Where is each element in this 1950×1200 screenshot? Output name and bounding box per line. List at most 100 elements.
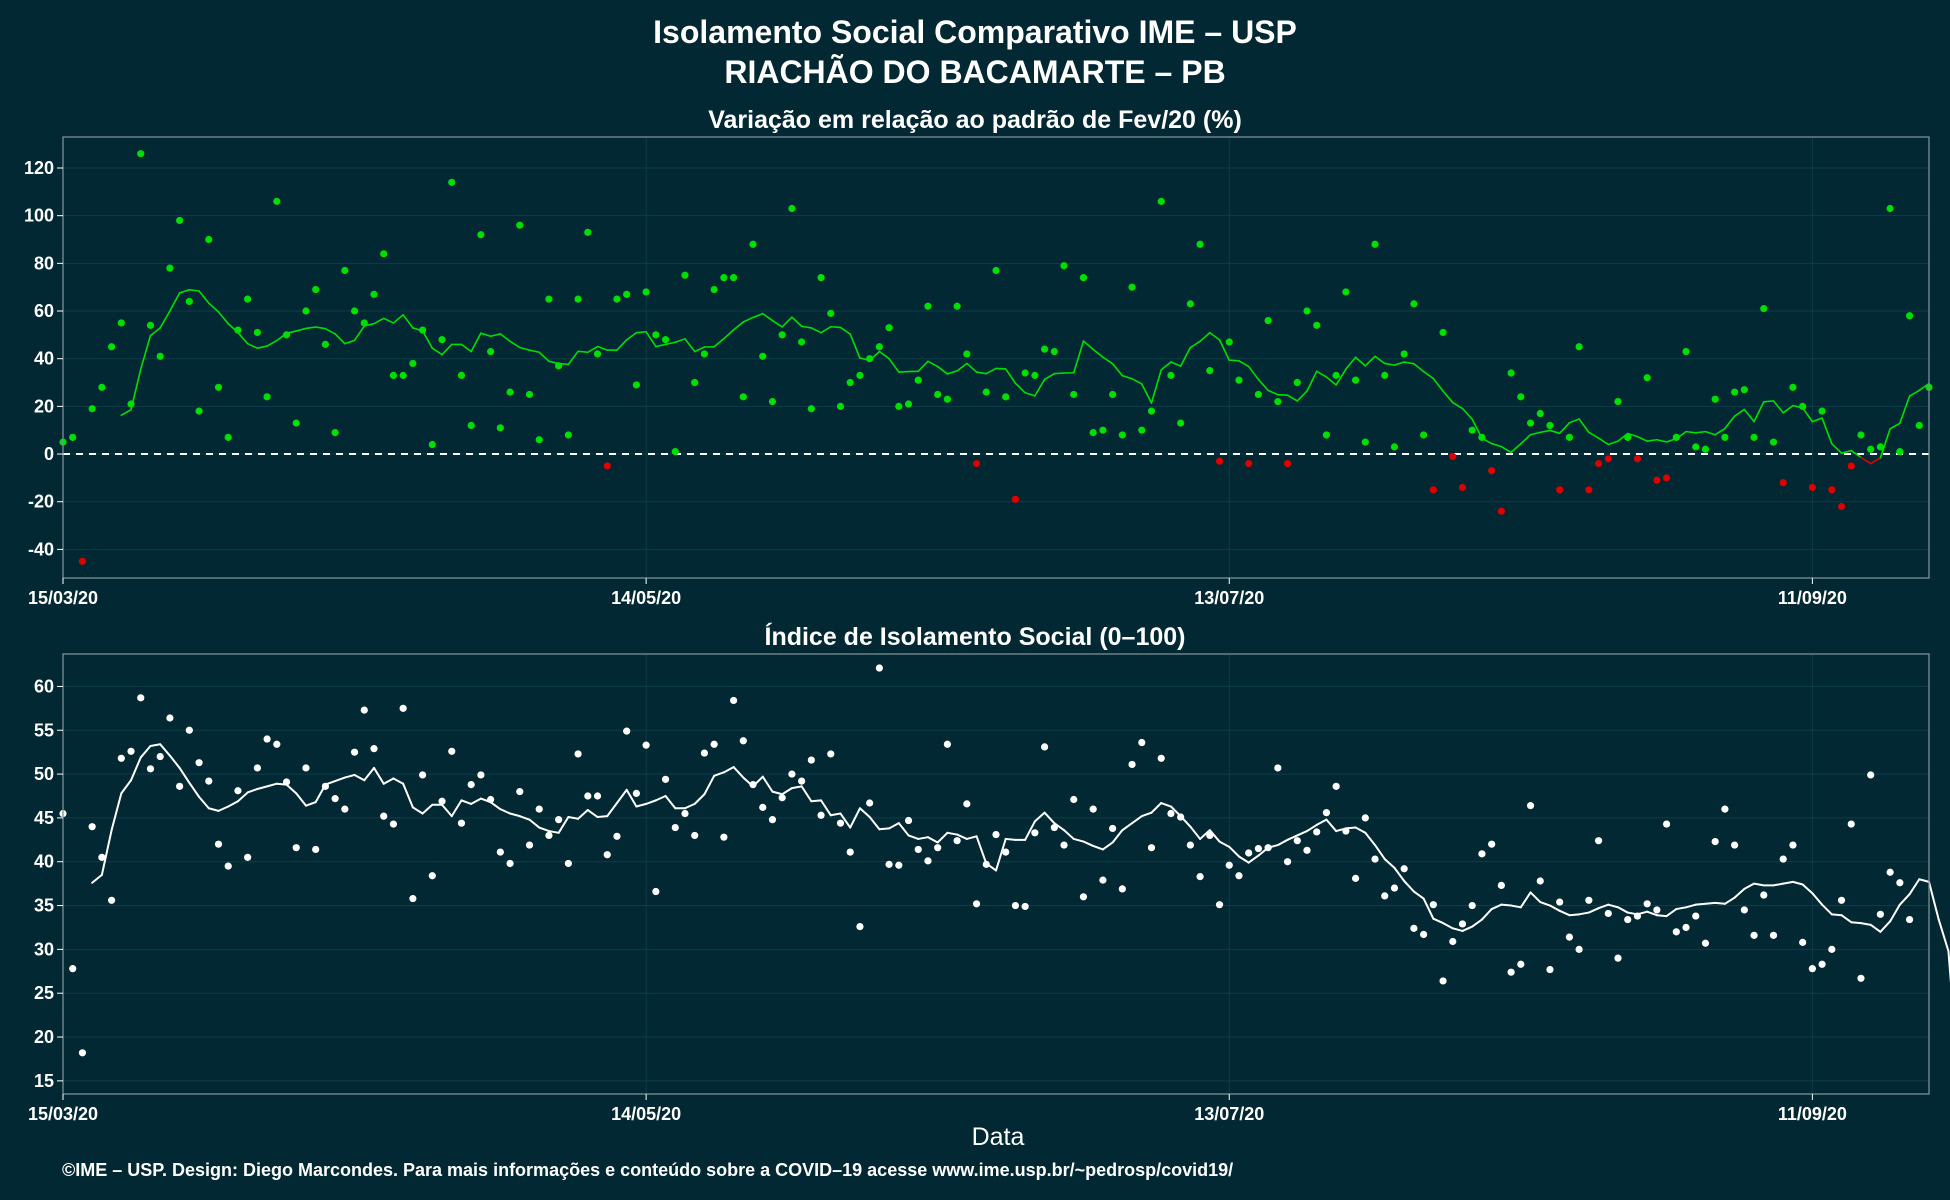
data-point [1118, 431, 1126, 439]
data-point [749, 240, 757, 248]
data-point [613, 295, 621, 303]
moving-average-segment [1364, 355, 1376, 367]
moving-average-segment [635, 330, 647, 334]
moving-average-segment [1733, 887, 1746, 899]
moving-average-segment [1850, 449, 1862, 459]
moving-average-segment [1432, 377, 1444, 392]
data-point [729, 696, 738, 705]
moving-average-segment [1510, 442, 1522, 454]
moving-average-segment [1636, 435, 1648, 442]
data-point [350, 307, 359, 315]
moving-average-segment [489, 801, 502, 811]
data-point [273, 740, 281, 748]
data-point [1264, 316, 1272, 325]
moving-average-segment [528, 349, 541, 354]
moving-average-segment [100, 829, 113, 876]
data-point [1050, 823, 1058, 832]
data-point [1070, 795, 1078, 804]
data-point [623, 727, 631, 735]
data-point [574, 295, 582, 303]
moving-average-segment [1267, 844, 1279, 849]
moving-average-segment [1782, 880, 1794, 885]
data-point [1254, 390, 1263, 399]
moving-average-segment [1160, 361, 1172, 371]
data-point [1361, 814, 1369, 822]
moving-average-segment [499, 333, 511, 343]
moving-average-segment [236, 791, 249, 803]
data-point [1565, 933, 1574, 941]
data-point [1750, 433, 1758, 441]
data-point [1711, 395, 1719, 403]
data-point [1896, 879, 1904, 887]
data-point [1585, 486, 1593, 494]
data-point [1517, 393, 1525, 401]
data-point [1585, 896, 1593, 904]
data-point [1886, 204, 1894, 213]
data-point [681, 271, 689, 279]
data-point [1215, 901, 1224, 909]
data-point [963, 350, 971, 358]
data-point [691, 831, 699, 840]
moving-average-segment [169, 292, 181, 312]
variation-chart: Variação em relação ao padrão de Fev/20 … [24, 106, 1933, 608]
moving-average-segment [1471, 918, 1483, 928]
moving-average-segment [1238, 360, 1250, 368]
moving-average-segment [1675, 430, 1687, 440]
moving-average-segment [810, 799, 823, 803]
x-tick-label: 14/05/20 [611, 588, 681, 608]
moving-average-segment [858, 807, 871, 819]
moving-average-segment [1034, 378, 1046, 397]
moving-average-segment [1199, 829, 1211, 840]
data-point [1109, 390, 1117, 399]
data-point [1235, 872, 1243, 880]
data-point [1497, 507, 1505, 515]
data-point [953, 837, 961, 845]
data-point [1429, 901, 1437, 909]
moving-average-segment [246, 787, 259, 794]
data-point [1429, 486, 1437, 494]
moving-average-segment [1830, 913, 1843, 917]
data-point [137, 694, 145, 702]
data-point [1342, 288, 1350, 296]
moving-average-segment [1199, 331, 1211, 343]
moving-average-segment [868, 816, 881, 831]
data-point [535, 436, 543, 444]
data-point [1196, 240, 1204, 248]
moving-average-segment [1694, 430, 1707, 434]
data-point [1371, 855, 1379, 863]
panel-border [62, 136, 1930, 579]
moving-average-segment [985, 367, 997, 375]
data-point [749, 780, 757, 789]
moving-average-segment [820, 799, 832, 817]
data-point [1488, 840, 1496, 848]
moving-average-segment [227, 322, 239, 334]
data-point [1089, 805, 1097, 813]
moving-average-segment [674, 338, 686, 344]
data-point [1147, 407, 1156, 415]
moving-average-segment [402, 314, 414, 329]
moving-average-segment [1422, 897, 1435, 920]
moving-average-segment [1364, 831, 1377, 847]
data-point [934, 390, 942, 399]
data-point [1876, 910, 1885, 918]
data-point [603, 462, 611, 470]
moving-average-segment [1607, 903, 1619, 909]
data-point [661, 775, 670, 783]
moving-average-segment [479, 797, 492, 804]
moving-average-segment [1189, 825, 1202, 840]
moving-average-segment [1636, 910, 1649, 916]
moving-average-segment [402, 782, 414, 809]
moving-average-segment [1898, 893, 1911, 906]
data-point [642, 741, 650, 749]
data-point [564, 859, 572, 868]
data-point [895, 861, 903, 869]
moving-average-segment [936, 365, 949, 375]
moving-average-segment [198, 290, 210, 304]
data-point [1711, 837, 1719, 846]
data-point [331, 428, 339, 437]
moving-average-segment [178, 766, 191, 784]
data-point [739, 737, 747, 745]
moving-average-segment [839, 326, 852, 335]
moving-average-segment [1237, 855, 1250, 864]
moving-average-segment [1675, 906, 1688, 911]
